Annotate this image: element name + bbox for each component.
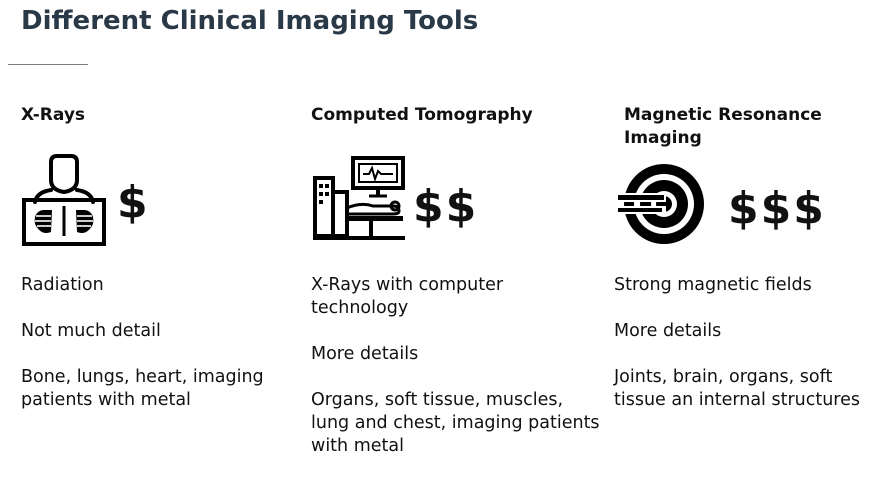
point-ct-2: More details bbox=[311, 344, 419, 364]
column-heading-xray: X-Rays bbox=[21, 105, 86, 125]
icon-row-ct: $$ bbox=[311, 156, 478, 250]
point-ct-1: X-Rays with computer technology bbox=[311, 275, 504, 318]
cost-indicator-mri: $$$ bbox=[728, 183, 826, 234]
ct-scanner-icon bbox=[311, 156, 407, 250]
point-mri-2: More details bbox=[614, 321, 722, 341]
title-divider bbox=[8, 64, 88, 65]
column-mri: Magnetic Resonance Imaging $$$ Strong ma… bbox=[614, 104, 884, 410]
points-ct: X-Rays with computer technology More det… bbox=[311, 274, 601, 481]
point-xray-3: Bone, lungs, heart, imaging patients wit… bbox=[21, 367, 264, 410]
point-xray-1: Radiation bbox=[21, 275, 104, 295]
column-heading-mri: Magnetic Resonance Imaging bbox=[624, 105, 822, 148]
column-heading-ct: Computed Tomography bbox=[311, 105, 533, 125]
icon-row-mri: $$$ bbox=[614, 160, 826, 254]
cost-indicator-ct: $$ bbox=[413, 181, 479, 232]
column-ct: Computed Tomography bbox=[311, 104, 601, 456]
point-ct-3: Organs, soft tissue, muscles, lung and c… bbox=[311, 390, 600, 456]
point-mri-1: Strong magnetic fields bbox=[614, 275, 812, 295]
points-mri: Strong magnetic fields More details Join… bbox=[614, 274, 874, 435]
page-title: Different Clinical Imaging Tools bbox=[21, 6, 479, 36]
mri-scanner-icon bbox=[614, 160, 708, 254]
point-mri-3: Joints, brain, organs, soft tissue an in… bbox=[614, 367, 860, 410]
point-xray-2: Not much detail bbox=[21, 321, 161, 341]
column-xray: X-Rays bbox=[21, 104, 291, 410]
xray-patient-icon bbox=[21, 154, 107, 252]
cost-indicator-xray: $ bbox=[117, 177, 150, 228]
icon-row-xray: $ bbox=[21, 154, 150, 252]
points-xray: Radiation Not much detail Bone, lungs, h… bbox=[21, 274, 291, 435]
